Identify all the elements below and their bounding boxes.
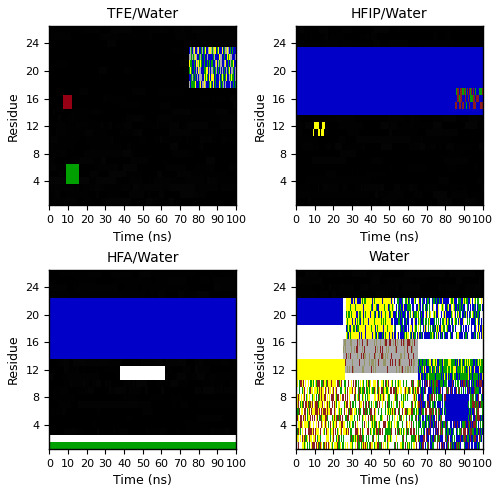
Y-axis label: Residue: Residue bbox=[7, 334, 20, 384]
Title: HFA/Water: HFA/Water bbox=[106, 250, 179, 264]
Y-axis label: Residue: Residue bbox=[7, 91, 20, 141]
Title: TFE/Water: TFE/Water bbox=[107, 7, 178, 21]
X-axis label: Time (ns): Time (ns) bbox=[114, 474, 172, 487]
Y-axis label: Residue: Residue bbox=[254, 91, 266, 141]
X-axis label: Time (ns): Time (ns) bbox=[360, 231, 418, 244]
Y-axis label: Residue: Residue bbox=[254, 334, 266, 384]
Title: HFIP/Water: HFIP/Water bbox=[351, 7, 428, 21]
X-axis label: Time (ns): Time (ns) bbox=[114, 231, 172, 244]
X-axis label: Time (ns): Time (ns) bbox=[360, 474, 418, 487]
Title: Water: Water bbox=[368, 250, 410, 264]
